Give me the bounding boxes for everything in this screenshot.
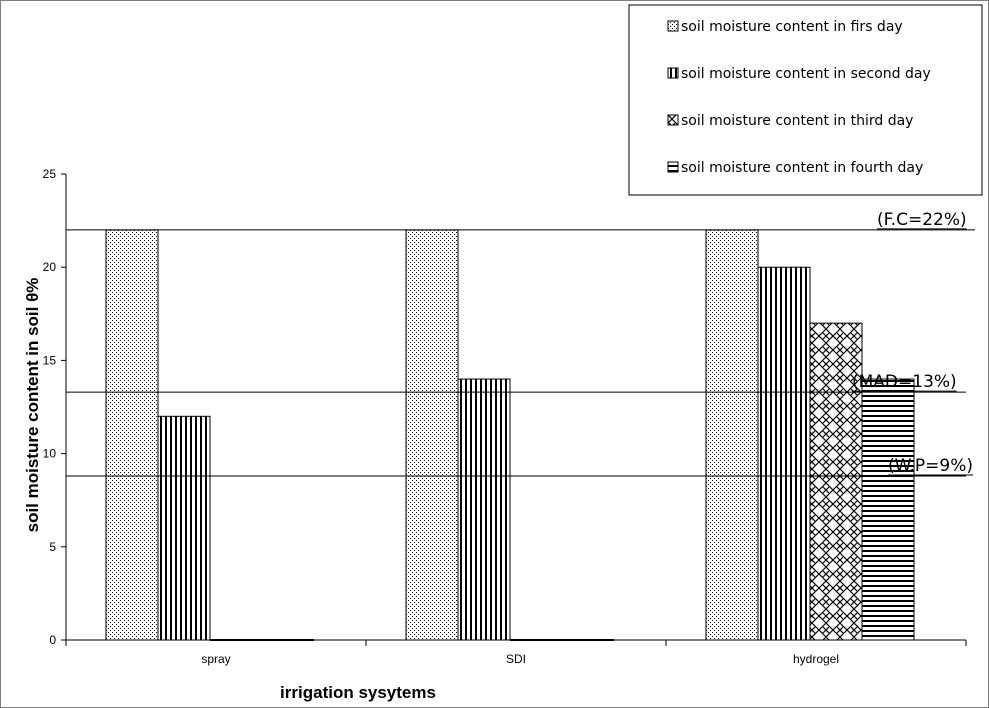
bar-hydrogel-series-3 <box>809 322 863 641</box>
legend-label: soil moisture content in third day <box>681 113 913 129</box>
bar-spray-series-1 <box>105 229 159 641</box>
legend-items: soil moisture content in firs day soil mo… <box>667 19 931 176</box>
bar-spray-series-2 <box>157 415 211 641</box>
legend-swatch <box>667 161 679 173</box>
x-tick-label: spray <box>201 652 230 666</box>
legend: soil moisture content in firs day soil mo… <box>628 4 983 196</box>
bar-sdi-series-1 <box>405 229 459 641</box>
y-tick-label: 10 <box>43 447 57 461</box>
x-axis-title: irrigation sysytems <box>280 683 436 702</box>
reference-line-label: (W.P=9%) <box>888 456 973 476</box>
bars-layer <box>105 229 915 641</box>
bar-sdi-series-2 <box>457 378 511 641</box>
y-tick-label: 15 <box>43 353 57 367</box>
y-tick-label: 20 <box>43 260 57 274</box>
legend-box <box>628 4 983 196</box>
legend-swatch <box>667 20 679 32</box>
x-tick-label: SDI <box>506 652 526 666</box>
legend-label: soil moisture content in fourth day <box>681 160 923 176</box>
bar-hydrogel-series-2 <box>757 266 811 641</box>
axes-layer: 0 5 10 15 20 25 spray SDI hydrogel <box>43 167 967 666</box>
reference-line-label: (MAD=13%) <box>852 372 957 392</box>
y-axis-title: soil moisture content in soil θ% <box>23 278 42 533</box>
legend-label: soil moisture content in firs day <box>681 19 903 35</box>
y-tick-label: 5 <box>49 540 56 554</box>
legend-swatch <box>667 114 679 126</box>
y-tick-label: 0 <box>49 633 56 647</box>
y-tick-label: 25 <box>43 167 57 181</box>
bar-hydrogel-series-4 <box>861 378 915 641</box>
legend-label: soil moisture content in second day <box>681 66 931 82</box>
reference-line-label: (F.C=22%) <box>877 210 967 230</box>
legend-swatch <box>667 67 679 79</box>
reference-lines-layer: (F.C=22%) (MAD=13%) (W.P=9%) <box>66 210 975 477</box>
bar-hydrogel-series-1 <box>705 229 759 641</box>
x-tick-label: hydrogel <box>793 652 839 666</box>
